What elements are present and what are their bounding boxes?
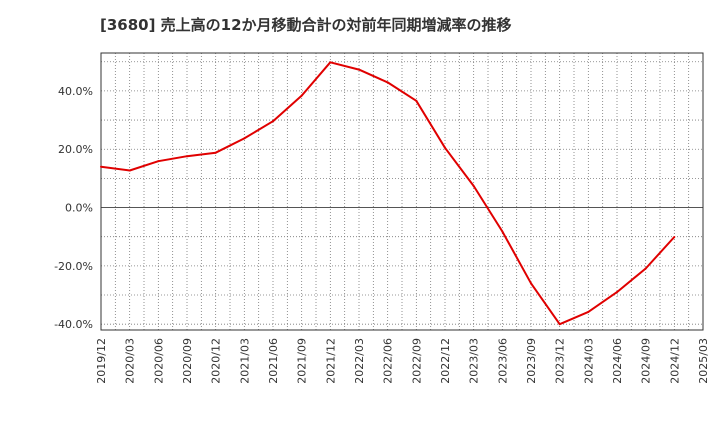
x-tick-label: 2020/09 [181, 338, 194, 384]
data-point [243, 137, 246, 140]
data-point [329, 61, 332, 64]
x-tick-label: 2022/06 [382, 338, 395, 384]
x-tick-label: 2025/03 [697, 338, 710, 384]
data-point [673, 235, 676, 238]
y-tick-label: -20.0% [54, 260, 93, 273]
x-tick-label: 2021/06 [267, 338, 280, 384]
data-point [128, 169, 131, 172]
series-layer [100, 61, 676, 326]
data-point [644, 267, 647, 270]
data-point [358, 68, 360, 71]
x-tick-label: 2020/03 [124, 338, 137, 384]
grid-layer [101, 53, 703, 330]
data-point [186, 155, 188, 158]
y-tick-label: 40.0% [58, 85, 93, 98]
x-tick-label: 2022/12 [439, 338, 452, 384]
x-tick-label: 2024/09 [640, 338, 653, 384]
y-axis-ticks: -40.0% -20.0% 0.0% 20.0% 40.0% [54, 85, 93, 331]
data-point [100, 165, 102, 168]
x-tick-label: 2021/12 [324, 338, 337, 384]
data-point [444, 146, 446, 149]
data-point [214, 151, 217, 154]
data-point [587, 310, 590, 313]
data-point [157, 160, 160, 163]
data-point [558, 323, 561, 326]
x-tick-label: 2022/03 [353, 338, 366, 384]
x-tick-label: 2021/09 [296, 338, 309, 384]
x-tick-label: 2024/03 [582, 338, 595, 384]
data-point [386, 81, 389, 84]
x-tick-label: 2019/12 [95, 338, 108, 384]
chart-title: [3680] 売上高の12か月移動合計の対前年同期増減率の推移 [100, 16, 512, 34]
y-tick-label: -40.0% [54, 318, 93, 331]
x-tick-label: 2020/06 [152, 338, 165, 384]
x-tick-label: 2024/06 [611, 338, 624, 384]
data-point [472, 184, 475, 187]
x-tick-label: 2021/03 [238, 338, 251, 384]
x-tick-label: 2024/12 [668, 338, 681, 384]
data-point [300, 94, 303, 97]
x-tick-label: 2022/09 [410, 338, 423, 384]
x-tick-label: 2023/09 [525, 338, 538, 384]
x-tick-label: 2020/12 [210, 338, 223, 384]
data-point [272, 120, 274, 123]
y-tick-label: 20.0% [58, 143, 93, 156]
data-point [501, 230, 504, 233]
x-tick-label: 2023/12 [554, 338, 567, 384]
x-axis-ticks: 2019/12 2020/03 2020/06 2020/09 2020/12 2021/… [95, 338, 710, 384]
data-point [530, 282, 532, 285]
x-tick-label: 2023/06 [496, 338, 509, 384]
x-tick-label: 2023/03 [468, 338, 481, 384]
plot-frame [100, 52, 704, 331]
data-point [415, 99, 418, 102]
data-point [616, 291, 618, 294]
y-tick-label: 0.0% [65, 202, 93, 215]
